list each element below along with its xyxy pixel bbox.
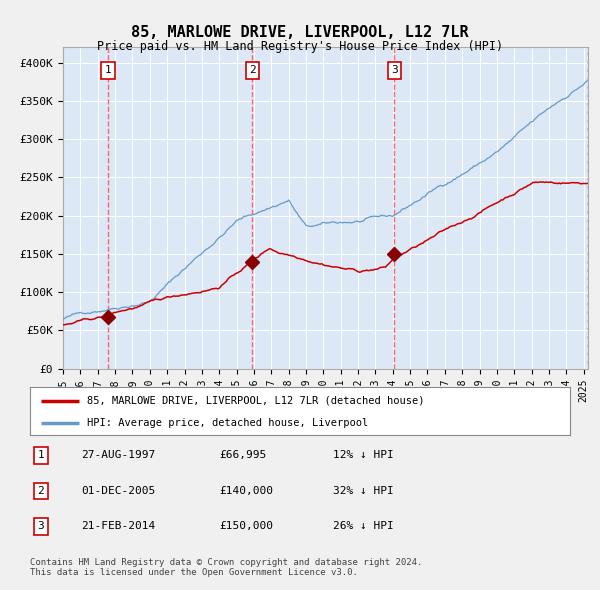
Text: 26% ↓ HPI: 26% ↓ HPI: [333, 522, 394, 531]
Text: 27-AUG-1997: 27-AUG-1997: [81, 451, 155, 460]
Text: HPI: Average price, detached house, Liverpool: HPI: Average price, detached house, Live…: [86, 418, 368, 428]
Text: Contains HM Land Registry data © Crown copyright and database right 2024.
This d: Contains HM Land Registry data © Crown c…: [30, 558, 422, 577]
Text: 32% ↓ HPI: 32% ↓ HPI: [333, 486, 394, 496]
Text: 21-FEB-2014: 21-FEB-2014: [81, 522, 155, 531]
Text: 3: 3: [37, 522, 44, 531]
Text: 01-DEC-2005: 01-DEC-2005: [81, 486, 155, 496]
Text: 85, MARLOWE DRIVE, LIVERPOOL, L12 7LR (detached house): 85, MARLOWE DRIVE, LIVERPOOL, L12 7LR (d…: [86, 395, 424, 405]
Text: Price paid vs. HM Land Registry's House Price Index (HPI): Price paid vs. HM Land Registry's House …: [97, 40, 503, 53]
Text: £150,000: £150,000: [219, 522, 273, 531]
Text: 2: 2: [249, 65, 256, 75]
Text: 1: 1: [37, 451, 44, 460]
Text: 2: 2: [37, 486, 44, 496]
Text: £140,000: £140,000: [219, 486, 273, 496]
Text: 1: 1: [104, 65, 111, 75]
Text: £66,995: £66,995: [219, 451, 266, 460]
Text: 3: 3: [391, 65, 398, 75]
Text: 12% ↓ HPI: 12% ↓ HPI: [333, 451, 394, 460]
Text: 85, MARLOWE DRIVE, LIVERPOOL, L12 7LR: 85, MARLOWE DRIVE, LIVERPOOL, L12 7LR: [131, 25, 469, 40]
